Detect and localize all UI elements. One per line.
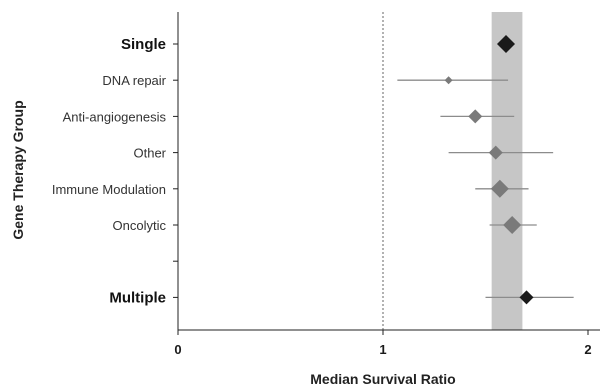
category-labels: Single DNA repair Anti-angiogenesis Other Im… [52,36,167,306]
confidence-interval-layer [397,44,573,297]
y-axis-title: Gene Therapy Group [10,100,26,239]
category-label-oncolytic: Oncolytic [113,218,167,233]
estimate-marker-dna-repair [445,76,453,84]
x-tick-label-2: 2 [584,342,591,357]
x-axis-title: Median Survival Ratio [310,371,455,387]
x-tick-label-1: 1 [379,342,386,357]
category-label-single: Single [121,36,166,53]
category-label-dna-repair: DNA repair [102,73,166,88]
category-label-multiple: Multiple [109,289,166,306]
pooled-estimate-band-layer [492,12,523,330]
estimate-marker-anti-angiogenesis [468,109,482,123]
category-label-other: Other [133,146,166,161]
x-tick-label-0: 0 [174,342,181,357]
category-label-anti-angiogenesis: Anti-angiogenesis [63,109,167,124]
pooled-estimate-band [492,12,523,330]
axes: 0 1 2 [173,12,600,357]
category-label-immune-modulation: Immune Modulation [52,182,166,197]
